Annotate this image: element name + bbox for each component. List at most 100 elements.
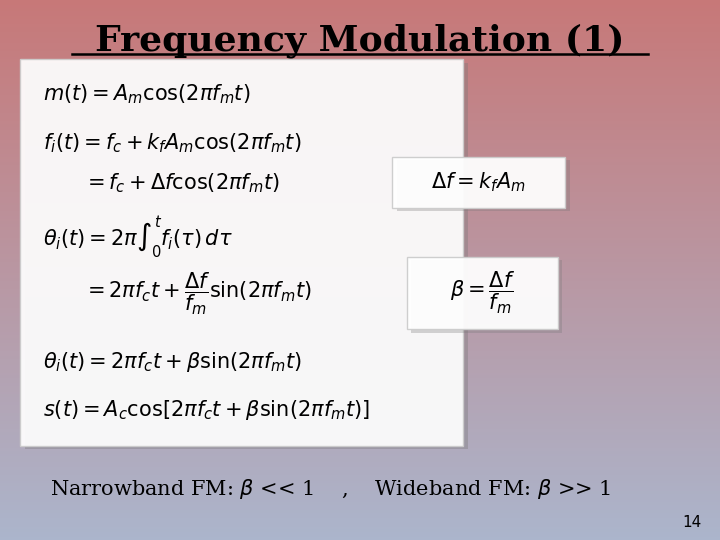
Bar: [0, 305, 720, 308]
Bar: [0, 386, 720, 389]
Bar: [0, 132, 720, 135]
Bar: [0, 443, 720, 445]
Bar: [0, 313, 720, 316]
Bar: [0, 421, 720, 424]
Bar: [0, 151, 720, 154]
Bar: [0, 300, 720, 302]
Bar: [0, 232, 720, 235]
Bar: [0, 432, 720, 435]
Bar: [0, 97, 720, 100]
Bar: [0, 227, 720, 229]
Bar: [0, 343, 720, 346]
Bar: [0, 292, 720, 294]
Bar: [0, 332, 720, 335]
Bar: [0, 286, 720, 289]
Bar: [0, 489, 720, 491]
Bar: [0, 273, 720, 275]
Bar: [0, 418, 720, 421]
Bar: [0, 281, 720, 284]
Bar: [0, 84, 720, 86]
Bar: [0, 59, 720, 62]
Bar: [0, 140, 720, 143]
Bar: [0, 162, 720, 165]
Bar: [0, 32, 720, 35]
Bar: [0, 40, 720, 43]
Text: $f_i(t) = f_c + k_f A_m \cos(2\pi f_m t)$: $f_i(t) = f_c + k_f A_m \cos(2\pi f_m t)…: [43, 131, 302, 155]
Bar: [0, 381, 720, 383]
Bar: [0, 24, 720, 27]
Bar: [0, 89, 720, 92]
Bar: [0, 265, 720, 267]
Bar: [0, 240, 720, 243]
Bar: [0, 289, 720, 292]
Bar: [0, 30, 720, 32]
Bar: [0, 537, 720, 540]
Bar: [0, 178, 720, 181]
Bar: [0, 302, 720, 305]
Bar: [0, 367, 720, 370]
FancyBboxPatch shape: [411, 260, 562, 333]
FancyBboxPatch shape: [392, 157, 565, 208]
Bar: [0, 197, 720, 200]
Bar: [0, 213, 720, 216]
Bar: [0, 400, 720, 402]
Bar: [0, 354, 720, 356]
Bar: [0, 62, 720, 65]
Bar: [0, 189, 720, 192]
Bar: [0, 194, 720, 197]
Bar: [0, 221, 720, 224]
Bar: [0, 148, 720, 151]
Bar: [0, 184, 720, 186]
Bar: [0, 173, 720, 176]
Bar: [0, 359, 720, 362]
Bar: [0, 254, 720, 256]
Bar: [0, 526, 720, 529]
Bar: [0, 472, 720, 475]
Bar: [0, 57, 720, 59]
Bar: [0, 524, 720, 526]
Bar: [0, 5, 720, 8]
Bar: [0, 256, 720, 259]
Bar: [0, 38, 720, 40]
Bar: [0, 11, 720, 14]
Bar: [0, 416, 720, 418]
Bar: [0, 356, 720, 359]
Text: 14: 14: [683, 515, 702, 530]
Bar: [0, 481, 720, 483]
Bar: [0, 402, 720, 405]
Bar: [0, 364, 720, 367]
Bar: [0, 373, 720, 375]
Bar: [0, 86, 720, 89]
Bar: [0, 475, 720, 478]
Bar: [0, 159, 720, 162]
Bar: [0, 340, 720, 343]
Bar: [0, 238, 720, 240]
Bar: [0, 454, 720, 456]
Bar: [0, 135, 720, 138]
Bar: [0, 14, 720, 16]
Bar: [0, 108, 720, 111]
Text: Frequency Modulation (1): Frequency Modulation (1): [95, 23, 625, 58]
Bar: [0, 316, 720, 319]
FancyBboxPatch shape: [20, 59, 463, 445]
Bar: [0, 408, 720, 410]
Bar: [0, 267, 720, 270]
Bar: [0, 362, 720, 364]
Bar: [0, 410, 720, 413]
Text: $s(t) = A_c \cos[2\pi f_c t + \beta \sin(2\pi f_m t)]$: $s(t) = A_c \cos[2\pi f_c t + \beta \sin…: [43, 399, 370, 422]
Bar: [0, 224, 720, 227]
Bar: [0, 446, 720, 448]
Bar: [0, 327, 720, 329]
Bar: [0, 0, 720, 3]
Bar: [0, 394, 720, 397]
Bar: [0, 251, 720, 254]
FancyBboxPatch shape: [397, 160, 570, 211]
Bar: [0, 448, 720, 451]
Bar: [0, 270, 720, 273]
Bar: [0, 308, 720, 310]
Bar: [0, 81, 720, 84]
Bar: [0, 111, 720, 113]
Bar: [0, 424, 720, 427]
Text: $= 2\pi f_c t + \dfrac{\Delta f}{f_m} \sin(2\pi f_m t)$: $= 2\pi f_c t + \dfrac{\Delta f}{f_m} \s…: [83, 271, 312, 318]
Bar: [0, 27, 720, 30]
